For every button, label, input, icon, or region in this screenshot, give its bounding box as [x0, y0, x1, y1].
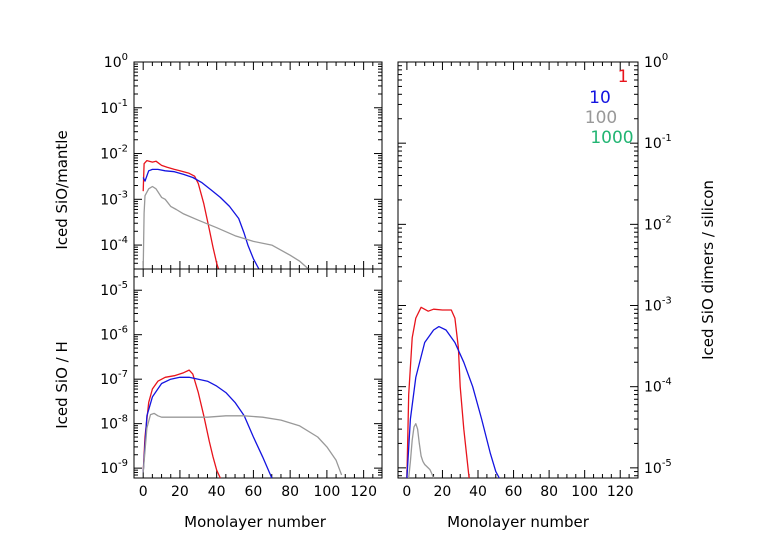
y-tick-label: 10-3: [644, 296, 672, 315]
y-tick-label: 10-7: [100, 369, 128, 388]
y-axis-title-bottom-left: Iced SiO / H: [53, 341, 71, 429]
series-line-1: [142, 369, 221, 479]
series-line-10: [142, 376, 273, 479]
y-tick-label: 10-2: [644, 214, 672, 233]
x-tick-label: 120: [350, 484, 377, 500]
y-tick-label: 10-9: [100, 458, 128, 477]
series-line-100: [408, 423, 435, 479]
plot-frame-right: [397, 61, 639, 479]
y-tick-label: 10-8: [100, 414, 128, 433]
legend-entry-10: 10: [589, 88, 611, 108]
y-tick-label: 10-1: [100, 98, 128, 117]
x-tick-label: 80: [540, 484, 558, 500]
x-tick-label: 60: [244, 484, 262, 500]
legend-entry-100: 100: [585, 108, 617, 128]
x-tick-label: 100: [571, 484, 598, 500]
panel-top-left: 100 10-1 10-2 10-3 10-4: [100, 52, 383, 270]
series-line-1: [406, 306, 470, 479]
series-line-10: [142, 168, 260, 270]
y-tick-label: 10-5: [644, 458, 672, 477]
y-tick-label: 10-3: [100, 189, 128, 208]
legend-entry-1: 1: [618, 67, 629, 87]
y-tick-label: 10-4: [100, 235, 128, 254]
y-tick-label: 100: [644, 52, 668, 71]
x-tick-label: 0: [402, 484, 411, 500]
x-axis-title-left: Monolayer number: [184, 513, 327, 531]
y-axis-title-top-left: Iced SiO/mantle: [53, 130, 71, 249]
legend-entry-1000: 1000: [590, 128, 633, 148]
legend: 1 10 100 1000: [585, 67, 634, 148]
plot-frame-bottom-left: [133, 268, 383, 479]
x-tick-label: 100: [314, 484, 341, 500]
panel-right: 0 20 40 60 80 100 120 100 10-1 10-2 10-3 10-4 10-5: [397, 52, 672, 500]
x-tick-label: 80: [281, 484, 299, 500]
series-line-100: [142, 412, 343, 476]
y-tick-label: 100: [104, 52, 128, 71]
x-tick-label: 120: [607, 484, 634, 500]
y-tick-label: 10-4: [644, 377, 672, 396]
x-tick-label: 60: [505, 484, 523, 500]
series-line-1: [142, 159, 220, 270]
x-tick-label: 40: [469, 484, 487, 500]
plot-frame-top-left: [133, 61, 383, 270]
x-tick-label: 40: [208, 484, 226, 500]
y-axis-title-right: Iced SiO dimers / silicon: [699, 180, 717, 360]
x-tick-label: 20: [171, 484, 189, 500]
y-tick-label: 10-1: [644, 133, 672, 152]
y-tick-label: 10-6: [100, 325, 128, 344]
x-axis-title-right: Monolayer number: [447, 513, 590, 531]
panel-bottom-left: 0 20 40 60 80 100 120 10-5 10-6 10-7 10-8 10-9: [100, 268, 383, 500]
y-tick-label: 10-5: [100, 280, 128, 299]
y-tick-label: 10-2: [100, 144, 128, 163]
x-tick-label: 0: [139, 484, 148, 500]
series-line-100: [142, 185, 309, 270]
x-tick-label: 20: [434, 484, 452, 500]
series-line-10: [406, 325, 500, 479]
